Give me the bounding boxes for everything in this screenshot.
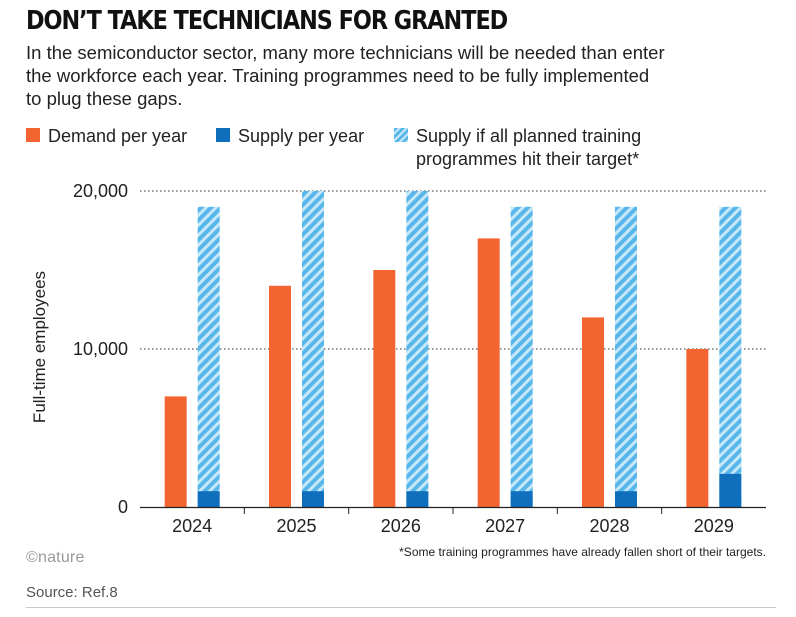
bar-supply (510, 491, 533, 507)
legend-swatch-supply (216, 128, 230, 142)
bar-demand (582, 317, 604, 507)
bar-supply-target (302, 191, 324, 507)
bar-supply (406, 491, 429, 507)
x-tick-label: 2029 (694, 516, 734, 536)
legend: Demand per year Supply per year Supply i… (26, 125, 766, 171)
y-tick-label: 0 (118, 497, 128, 517)
bar-demand (477, 238, 500, 507)
bar-supply-target (197, 206, 220, 508)
y-tick-label: 10,000 (73, 339, 128, 359)
nature-logo: ©nature (26, 549, 85, 566)
chart-title: DON’T TAKE TECHNICIANS FOR GRANTED (26, 6, 508, 36)
legend-swatch-demand (26, 128, 40, 142)
bar-demand (269, 285, 291, 507)
x-tick-label: 2026 (381, 516, 421, 536)
y-tick-label: 20,000 (73, 181, 128, 201)
bar-supply-target (406, 191, 429, 507)
x-tick-label: 2028 (589, 516, 629, 536)
x-tick-label: 2025 (276, 516, 316, 536)
bar-supply (615, 491, 637, 507)
bar-supply (719, 473, 742, 507)
legend-item-supply: Supply per year (216, 125, 364, 148)
legend-label-target: Supply if all planned training programme… (416, 126, 642, 169)
x-tick-label: 2024 (172, 516, 212, 536)
footnote: *Some training programmes have already f… (399, 545, 766, 559)
legend-swatch-target (394, 128, 408, 142)
legend-label-demand: Demand per year (48, 126, 188, 146)
bar-supply (302, 491, 324, 507)
bar-supply-target (719, 206, 742, 508)
chart-subtitle: In the semiconductor sector, many more t… (26, 42, 665, 109)
bar-supply-target (615, 206, 637, 508)
legend-item-target: Supply if all planned training programme… (394, 125, 676, 171)
bar-supply-target (510, 206, 533, 508)
source-note: Source: Ref.8 (26, 584, 118, 601)
bar-demand (686, 349, 709, 507)
x-tick-label: 2027 (485, 516, 525, 536)
bottom-divider (26, 607, 776, 608)
bar-supply (197, 491, 220, 507)
legend-label-supply: Supply per year (238, 126, 365, 146)
bar-demand (373, 270, 396, 507)
bar-demand (164, 396, 187, 507)
legend-item-demand: Demand per year (26, 125, 187, 148)
